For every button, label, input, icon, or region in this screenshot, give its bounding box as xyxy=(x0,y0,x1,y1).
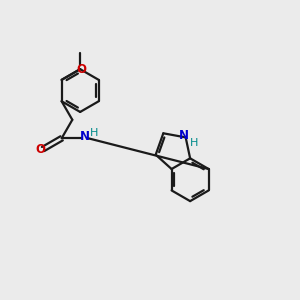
Text: O: O xyxy=(76,63,87,76)
Text: N: N xyxy=(80,130,90,143)
Text: N: N xyxy=(179,129,189,142)
Text: H: H xyxy=(190,138,198,148)
Text: H: H xyxy=(89,128,98,138)
Text: O: O xyxy=(35,142,45,155)
